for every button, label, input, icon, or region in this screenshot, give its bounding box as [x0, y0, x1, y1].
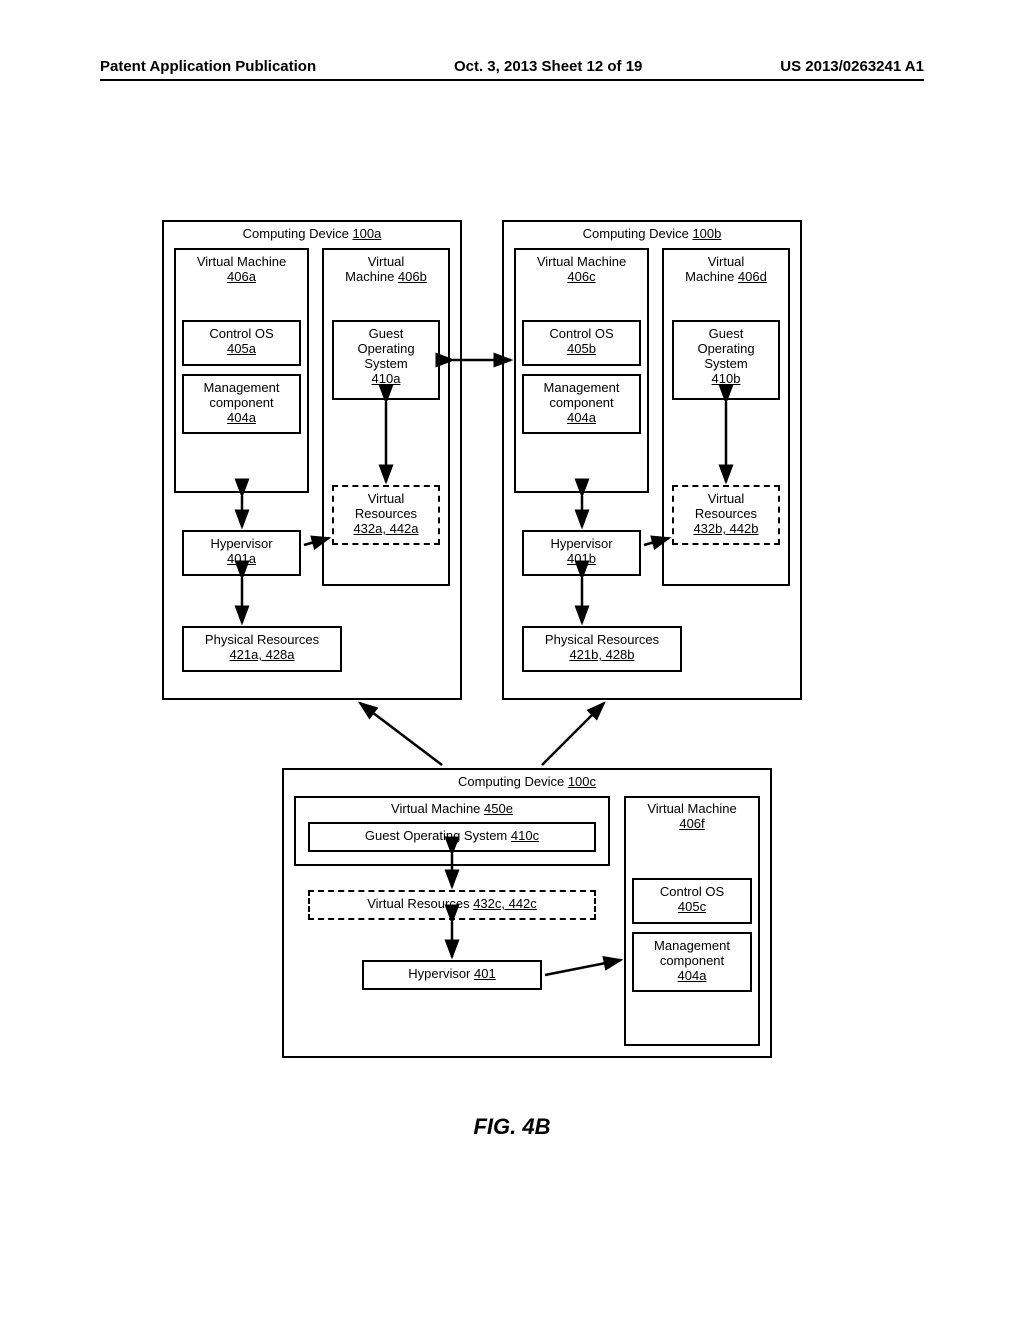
header-center: Oct. 3, 2013 Sheet 12 of 19 [454, 58, 642, 75]
figure-caption: FIG. 4B [0, 1114, 1024, 1140]
figure-diagram: Computing Device 100a Virtual Machine 40… [162, 220, 862, 1060]
header-left: Patent Application Publication [100, 58, 316, 75]
header-right: US 2013/0263241 A1 [780, 58, 924, 75]
connectors-svg [162, 220, 862, 1060]
page-header: Patent Application Publication Oct. 3, 2… [100, 58, 924, 81]
